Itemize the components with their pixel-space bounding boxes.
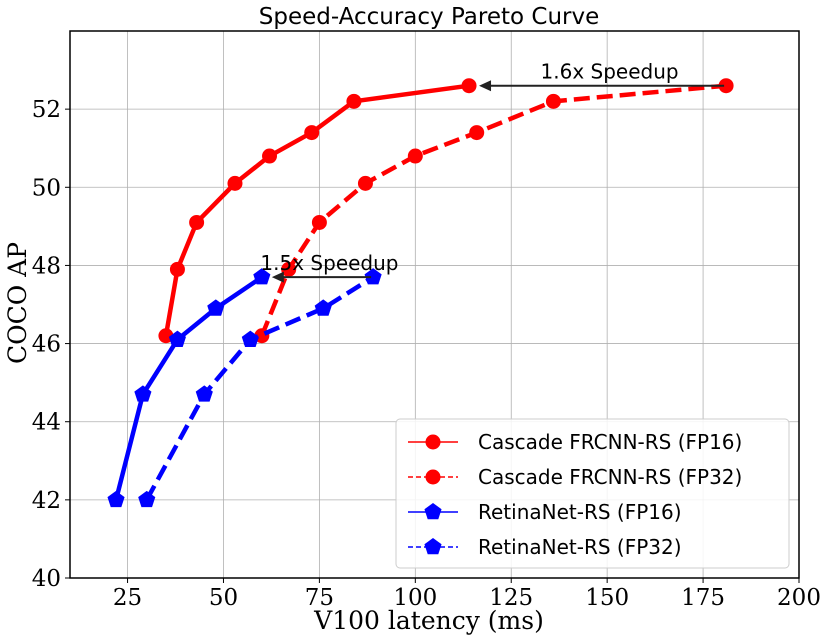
series-group	[107, 268, 271, 508]
data-point	[262, 148, 278, 164]
series-group	[158, 78, 477, 344]
data-point	[253, 268, 271, 285]
legend-entry: Cascade FRCNN-RS (FP16)	[408, 430, 742, 454]
data-point	[357, 175, 373, 191]
data-point	[314, 299, 332, 316]
data-point	[158, 328, 174, 344]
y-tick-label: 52	[32, 97, 61, 123]
legend: Cascade FRCNN-RS (FP16) Cascade FRCNN-RS …	[395, 418, 790, 569]
legend-marker	[424, 538, 442, 555]
data-point	[346, 93, 362, 109]
legend-label: Cascade FRCNN-RS (FP32)	[478, 465, 742, 489]
data-point	[227, 175, 243, 191]
series-layer	[107, 78, 734, 508]
series-group	[138, 268, 382, 508]
legend-box	[395, 418, 790, 569]
data-point	[469, 125, 485, 141]
legend-entry: RetinaNet-RS (FP32)	[408, 535, 682, 559]
speedup-arrow-head	[271, 271, 284, 283]
x-tick-label: 150	[585, 585, 629, 611]
data-point	[461, 78, 477, 94]
speedup-arrow-head	[479, 80, 492, 92]
x-tick-label: 25	[113, 585, 142, 611]
y-tick-label: 48	[32, 253, 61, 279]
series-line	[259, 83, 727, 337]
x-axis-label: V100 latency (ms)	[313, 606, 544, 635]
data-point	[134, 385, 152, 402]
series-line	[163, 83, 470, 337]
y-tick-label: 46	[32, 332, 61, 358]
data-point	[718, 78, 734, 94]
legend-entry: RetinaNet-RS (FP16)	[408, 500, 682, 524]
x-tick-label: 50	[209, 585, 238, 611]
plot-frame	[69, 30, 800, 579]
x-tick-label: 175	[681, 585, 725, 611]
data-point	[107, 490, 125, 508]
legend-marker	[424, 503, 442, 520]
y-tick-label: 40	[32, 566, 61, 592]
speedup-annotation: 1.6x Speedup	[541, 60, 679, 84]
y-tick-label: 44	[32, 410, 61, 436]
x-tick-label: 100	[393, 585, 437, 611]
legend-entry: Cascade FRCNN-RS (FP32)	[408, 465, 742, 489]
data-point	[311, 214, 327, 230]
data-point	[207, 299, 225, 316]
annotation-layer: 1.6x Speedup 1.5x Speedup	[260, 60, 725, 283]
y-tick-label: 50	[32, 175, 61, 201]
data-point	[241, 330, 259, 347]
chart-title: Speed-Accuracy Pareto Curve	[259, 4, 600, 30]
y-tick-label: 42	[32, 488, 61, 514]
series-group	[254, 78, 734, 344]
data-point	[281, 261, 297, 277]
data-point	[138, 490, 156, 508]
data-point	[364, 268, 382, 285]
data-point	[195, 385, 213, 402]
legend-label: RetinaNet-RS (FP32)	[478, 535, 682, 559]
y-axis-label: COCO AP	[3, 242, 32, 364]
data-point	[169, 261, 185, 277]
data-point	[304, 125, 320, 141]
legend-label: Cascade FRCNN-RS (FP16)	[478, 430, 742, 454]
legend-marker	[425, 469, 441, 485]
data-point	[407, 148, 423, 164]
legend-label: RetinaNet-RS (FP16)	[478, 500, 682, 524]
x-tick-label: 200	[777, 585, 821, 611]
speedup-annotation: 1.5x Speedup	[260, 251, 398, 275]
axis-ticks: 25 50 75 100 125 150 175 200 40 42 44 46 48 50 52	[32, 97, 821, 611]
data-point	[168, 330, 186, 347]
x-tick-label: 75	[305, 585, 334, 611]
x-tick-label: 125	[489, 585, 533, 611]
data-point	[545, 93, 561, 109]
data-point	[189, 214, 205, 230]
legend-marker	[425, 434, 441, 450]
